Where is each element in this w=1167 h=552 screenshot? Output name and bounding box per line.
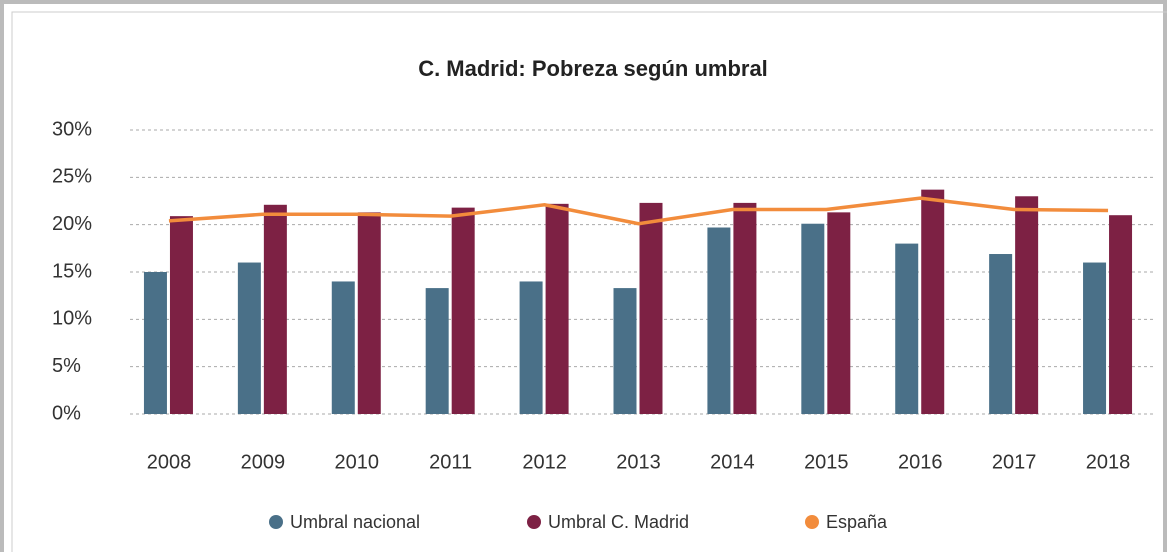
bar: [1083, 262, 1107, 414]
bar: [895, 243, 919, 414]
legend-label: España: [826, 512, 888, 532]
bar: [237, 262, 261, 414]
inner-frame: [11, 11, 1167, 552]
bar: [519, 281, 543, 414]
x-tick-label: 2016: [898, 451, 943, 473]
legend-label: Umbral C. Madrid: [548, 512, 689, 532]
bar: [707, 227, 731, 414]
bar: [143, 272, 167, 414]
legend-marker: [805, 515, 819, 529]
x-tick-label: 2010: [335, 451, 380, 473]
bar: [613, 288, 637, 414]
bar: [263, 204, 287, 414]
bar: [1015, 196, 1039, 414]
x-tick-label: 2011: [429, 451, 472, 473]
bar: [545, 203, 569, 414]
bar: [801, 223, 825, 414]
legend-marker: [527, 515, 541, 529]
y-tick-label: 20%: [52, 213, 92, 235]
bar: [921, 189, 945, 414]
legend-marker: [269, 515, 283, 529]
y-tick-label: 30%: [52, 118, 92, 140]
y-tick-label: 5%: [52, 355, 81, 377]
bar: [357, 212, 381, 414]
bar: [169, 216, 193, 414]
x-tick-label: 2014: [710, 451, 755, 473]
bar: [639, 202, 663, 414]
y-tick-label: 25%: [52, 166, 92, 188]
x-tick-label: 2017: [992, 451, 1037, 473]
x-tick-label: 2008: [147, 451, 192, 473]
bar: [989, 254, 1013, 414]
bar: [451, 207, 475, 414]
x-tick-label: 2013: [616, 451, 661, 473]
bar: [827, 212, 851, 414]
chart-title: C. Madrid: Pobreza según umbral: [418, 56, 768, 81]
x-tick-label: 2009: [241, 451, 286, 473]
bar: [425, 288, 449, 414]
bar: [331, 281, 355, 414]
y-tick-label: 0%: [52, 402, 81, 424]
x-tick-label: 2015: [804, 451, 849, 473]
bar: [1109, 215, 1133, 414]
y-tick-label: 15%: [52, 260, 92, 282]
bar: [733, 202, 757, 414]
line: [168, 196, 1109, 226]
x-tick-label: 2018: [1086, 451, 1131, 473]
legend-label: Umbral nacional: [290, 512, 420, 532]
y-tick-label: 10%: [52, 308, 92, 330]
x-tick-label: 2012: [522, 451, 567, 473]
